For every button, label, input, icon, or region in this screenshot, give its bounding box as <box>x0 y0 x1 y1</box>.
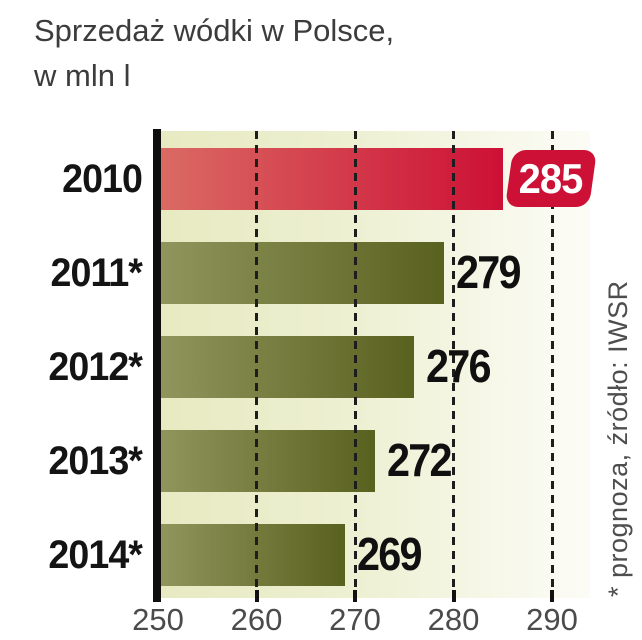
category-label-2010: 2010 <box>62 157 143 201</box>
category-label-2013: 2013* <box>48 439 143 483</box>
value-label-2012: 276 <box>426 340 491 392</box>
value-badge-text: 285 <box>518 154 583 202</box>
bar-2013 <box>161 430 375 492</box>
value-label-2013: 272 <box>386 434 452 486</box>
gridline-290 <box>550 131 554 598</box>
bar-2014 <box>161 524 346 586</box>
chart-title-line2: w mln l <box>34 58 131 93</box>
x-tick-mark-270 <box>353 590 357 602</box>
category-label-2014: 2014* <box>48 533 143 577</box>
source-note: * prognoza, źródło: IWSR <box>603 280 633 597</box>
x-tick-mark-260 <box>254 590 259 602</box>
value-label-2014: 269 <box>357 528 422 580</box>
gridline-260 <box>255 131 258 598</box>
bar-2011 <box>161 242 444 304</box>
gridline-270 <box>353 131 357 598</box>
bar-2010 <box>161 148 503 210</box>
chart-title-line1: Sprzedaż wódki w Polsce, <box>34 13 395 48</box>
x-tick-label-250: 250 <box>132 602 184 637</box>
x-tick-mark-290 <box>550 590 554 602</box>
x-tick-label-280: 280 <box>427 602 480 637</box>
value-label-2011: 279 <box>455 246 521 298</box>
bar-2012 <box>161 336 415 398</box>
x-tick-label-290: 290 <box>526 602 578 637</box>
x-tick-label-270: 270 <box>329 602 381 637</box>
x-tick-mark-280 <box>451 590 456 602</box>
category-label-2011: 2011* <box>50 251 142 295</box>
x-tick-label-260: 260 <box>230 602 283 637</box>
chart-title: Sprzedaż wódki w Polsce, w mln l <box>34 8 394 98</box>
value-badge-2010: 285 <box>504 150 597 207</box>
y-axis-line <box>153 129 161 602</box>
gridline-280 <box>452 131 455 598</box>
category-label-2012: 2012* <box>48 345 143 389</box>
